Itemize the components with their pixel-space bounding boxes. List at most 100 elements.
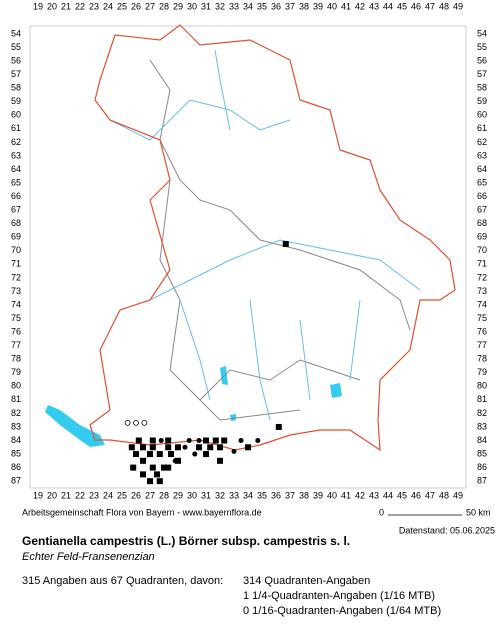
column-label: 45 bbox=[397, 1, 407, 11]
occurrence-dot bbox=[172, 458, 178, 464]
column-label: 49 bbox=[453, 490, 463, 500]
column-label: 28 bbox=[159, 1, 169, 11]
column-label: 44 bbox=[383, 1, 393, 11]
lake bbox=[220, 366, 342, 421]
column-label: 30 bbox=[187, 1, 197, 11]
column-label: 33 bbox=[229, 1, 239, 11]
occurrence-square bbox=[149, 444, 156, 451]
column-label: 28 bbox=[159, 490, 169, 500]
occurrence-square bbox=[221, 437, 228, 444]
occurrence-dot bbox=[158, 438, 164, 443]
row-label: 64 bbox=[11, 164, 21, 174]
occurrence-square bbox=[135, 437, 142, 444]
column-label: 34 bbox=[243, 490, 253, 500]
occurrence-square bbox=[212, 437, 219, 444]
occurrence-dot bbox=[255, 438, 261, 443]
row-label: 63 bbox=[11, 150, 21, 160]
row-label: 81 bbox=[477, 394, 487, 404]
column-label: 45 bbox=[397, 490, 407, 500]
row-label: 58 bbox=[11, 83, 21, 93]
column-label: 31 bbox=[201, 490, 211, 500]
row-label: 83 bbox=[11, 421, 21, 431]
column-label: 27 bbox=[145, 1, 155, 11]
occurrence-square bbox=[161, 464, 167, 471]
column-label: 37 bbox=[285, 490, 295, 500]
column-label: 46 bbox=[411, 1, 421, 11]
row-label: 58 bbox=[477, 83, 487, 93]
row-label: 65 bbox=[11, 177, 21, 187]
occurrence-square bbox=[140, 471, 146, 478]
row-label: 62 bbox=[11, 137, 21, 147]
occurrence-square bbox=[140, 444, 146, 451]
column-label: 49 bbox=[453, 1, 463, 11]
column-label: 24 bbox=[103, 490, 113, 500]
row-label: 61 bbox=[11, 123, 21, 133]
row-label: 55 bbox=[11, 42, 21, 52]
occurrence-square bbox=[175, 444, 181, 451]
column-label: 19 bbox=[33, 1, 43, 11]
occurrence-square bbox=[168, 451, 174, 458]
stats-summary: 315 Angaben aus 67 Quadranten, davon: bbox=[22, 575, 223, 587]
column-label: 27 bbox=[145, 490, 155, 500]
stats-line: 0 1/16-Quadranten-Angaben (1/64 MTB) bbox=[243, 605, 441, 617]
row-label: 86 bbox=[477, 462, 487, 472]
row-label: 87 bbox=[11, 476, 21, 486]
column-label: 39 bbox=[313, 490, 323, 500]
occurrence-square bbox=[207, 444, 214, 451]
river bbox=[109, 49, 421, 421]
row-label: 72 bbox=[477, 272, 487, 282]
row-label: 63 bbox=[477, 150, 487, 160]
species-subtitle: Echter Feld-Fransenenzian bbox=[22, 551, 155, 563]
row-label: 78 bbox=[477, 354, 487, 364]
occurrence-square bbox=[156, 451, 163, 458]
occurrence-dot bbox=[182, 444, 188, 450]
row-label: 56 bbox=[11, 55, 21, 65]
row-label: 70 bbox=[477, 245, 487, 255]
column-label: 34 bbox=[243, 1, 253, 11]
occurrence-square bbox=[130, 464, 137, 471]
occurrence-dot bbox=[192, 451, 198, 457]
occurrence-square bbox=[245, 444, 251, 451]
row-label: 80 bbox=[477, 381, 487, 391]
row-label: 59 bbox=[477, 96, 487, 106]
column-label: 29 bbox=[173, 1, 183, 11]
column-label: 36 bbox=[271, 490, 281, 500]
row-label: 71 bbox=[11, 259, 21, 269]
occurrence-open bbox=[133, 419, 139, 426]
column-label: 35 bbox=[257, 1, 267, 11]
occurrence-dot bbox=[196, 438, 202, 443]
column-label: 23 bbox=[89, 1, 99, 11]
row-label: 85 bbox=[11, 448, 21, 458]
occurrence-square bbox=[165, 444, 172, 451]
state-border bbox=[89, 24, 456, 452]
occurrence-square bbox=[282, 241, 289, 248]
row-label: 83 bbox=[477, 421, 487, 431]
row-label: 81 bbox=[11, 394, 21, 404]
column-label: 23 bbox=[89, 490, 99, 500]
occurrence-dot bbox=[238, 438, 244, 443]
row-label: 54 bbox=[11, 28, 21, 38]
row-label: 59 bbox=[11, 96, 21, 106]
scale-end: 50 km bbox=[466, 507, 491, 517]
row-label: 80 bbox=[11, 381, 21, 391]
stats-line: 1 1/4-Quadranten-Angaben (1/16 MTB) bbox=[243, 590, 435, 602]
row-label: 74 bbox=[11, 299, 21, 309]
row-label: 71 bbox=[477, 259, 487, 269]
column-label: 47 bbox=[425, 490, 435, 500]
row-label: 56 bbox=[477, 55, 487, 65]
occurrence-square bbox=[217, 444, 223, 451]
column-label: 22 bbox=[75, 490, 85, 500]
column-label: 29 bbox=[173, 490, 183, 500]
row-label: 68 bbox=[11, 218, 21, 228]
row-label: 75 bbox=[11, 313, 21, 323]
row-label: 82 bbox=[11, 408, 21, 418]
row-label: 77 bbox=[11, 340, 21, 350]
column-label: 39 bbox=[313, 1, 323, 11]
row-label: 84 bbox=[477, 435, 487, 445]
column-label: 21 bbox=[61, 490, 71, 500]
occurrence-square bbox=[156, 478, 163, 485]
species-title: Gentianella campestris (L.) Börner subsp… bbox=[22, 534, 350, 548]
row-label: 67 bbox=[477, 205, 487, 215]
column-label: 24 bbox=[103, 1, 113, 11]
row-label: 68 bbox=[477, 218, 487, 228]
